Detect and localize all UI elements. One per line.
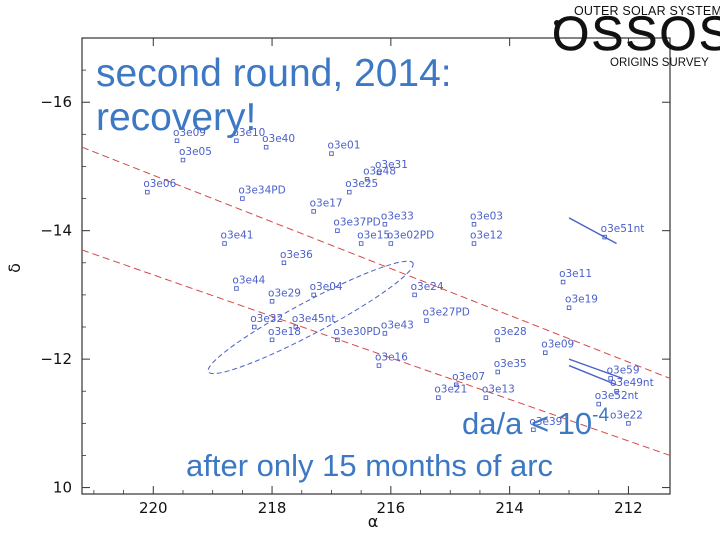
slide-title: second round, 2014: recovery! [96,52,452,140]
precision-note-exponent: -4 [592,405,609,426]
data-point-label: o3e36 [280,249,313,261]
data-point [389,242,393,246]
data-point-label: o3e59 [607,364,640,376]
data-point [336,229,340,233]
data-point-label: o3e41 [221,230,254,242]
data-point-label: o3e15 [357,230,390,242]
data-point [270,300,274,304]
x-tick-label: 216 [377,499,406,517]
data-point-label: o3e33 [381,210,414,222]
precision-note: da/a < 10-4 [462,398,609,442]
data-point-label: o3e22 [610,409,643,421]
data-point-label: o3e45nt [292,313,336,325]
data-point [496,338,500,342]
precision-note-text: da/a < 10 [462,406,592,441]
data-point-label: o3e31 [375,159,408,171]
data-point-label: o3e07 [452,371,485,383]
data-point-label: o3e03 [470,210,503,222]
x-tick-label: 212 [614,499,643,517]
data-point [312,293,316,297]
data-point [627,422,631,426]
data-point-label: o3e32 [250,313,283,325]
data-point [181,158,185,162]
data-point [312,210,316,214]
data-point-label: o3e12 [470,230,503,242]
data-point [383,222,387,226]
data-points: o3e39o3e22o3e52nto3e49nto3e59o3e21 o3e13o… [143,127,653,432]
data-point-label: o3e02PD [387,230,434,242]
data-point-label: o3e21 [434,384,467,396]
data-point [146,190,150,194]
data-point-label: o3e19 [565,294,598,306]
data-point-label: o3e09 [541,339,574,351]
data-point-label: o3e04 [310,281,343,293]
y-tick-label: 10 [53,479,72,497]
data-point-label: o3e43 [381,319,414,331]
data-point [413,293,417,297]
data-point [496,370,500,374]
data-point [561,280,565,284]
data-point [241,197,245,201]
data-point-label: o3e18 [268,326,301,338]
title-line-1: second round, 2014: [96,52,452,96]
data-point-label: o3e35 [494,358,527,370]
data-point [567,306,571,310]
data-point [425,319,429,323]
data-point-label: o3e49nt [610,377,654,389]
title-line-2: recovery! [96,96,452,140]
y-tick-label: −14 [40,222,72,240]
data-point [472,242,476,246]
y-tick-label: −16 [40,93,72,111]
data-point-label: o3e28 [494,326,527,338]
data-point-label: o3e37PD [333,217,380,229]
data-point-label: o3e11 [559,268,592,280]
data-point [282,261,286,265]
data-point [330,152,334,156]
arc-note: after only 15 months of arc [186,448,553,484]
data-point [383,332,387,336]
data-point-label: o3e06 [143,178,176,190]
data-point-label: o3e44 [232,274,265,286]
data-point [270,338,274,342]
data-point-label: o3e29 [268,287,301,299]
data-point [223,242,227,246]
data-point-label: o3e05 [179,146,212,158]
x-tick-label: 220 [139,499,168,517]
logo-bottom-text: ORIGINS SURVEY [610,57,709,69]
data-point-label: o3e51nt [601,223,645,235]
data-point [472,222,476,226]
slide: o3e39 o3e22 o3e52nt o3e49nt o3e59 o3e21 o3e13 o… [0,0,720,540]
logo-dot-icon [554,20,560,26]
data-point-label: o3e30PD [333,326,380,338]
data-point [437,396,441,400]
x-axis-label: α [368,512,379,531]
data-point-label: o3e01 [327,140,360,152]
data-point-label: o3e16 [375,352,408,364]
data-point-label: o3e34PD [238,185,285,197]
data-point-label: o3e24 [411,281,444,293]
data-point [235,287,239,291]
logo-main-text: OSSOS [552,11,720,59]
data-point-label: o3e25 [345,178,378,190]
x-tick-label: 214 [495,499,524,517]
y-tick-label: −12 [40,350,72,368]
data-point [359,242,363,246]
data-point [347,190,351,194]
data-point [543,351,547,355]
y-axis-label: δ [5,263,24,273]
data-point-label: o3e17 [310,197,343,209]
x-tick-label: 218 [258,499,287,517]
data-point-label: o3e27PD [422,307,469,319]
data-point [264,145,268,149]
data-point-label: o3e13 [482,384,515,396]
data-point [377,364,381,368]
data-point [252,325,256,329]
